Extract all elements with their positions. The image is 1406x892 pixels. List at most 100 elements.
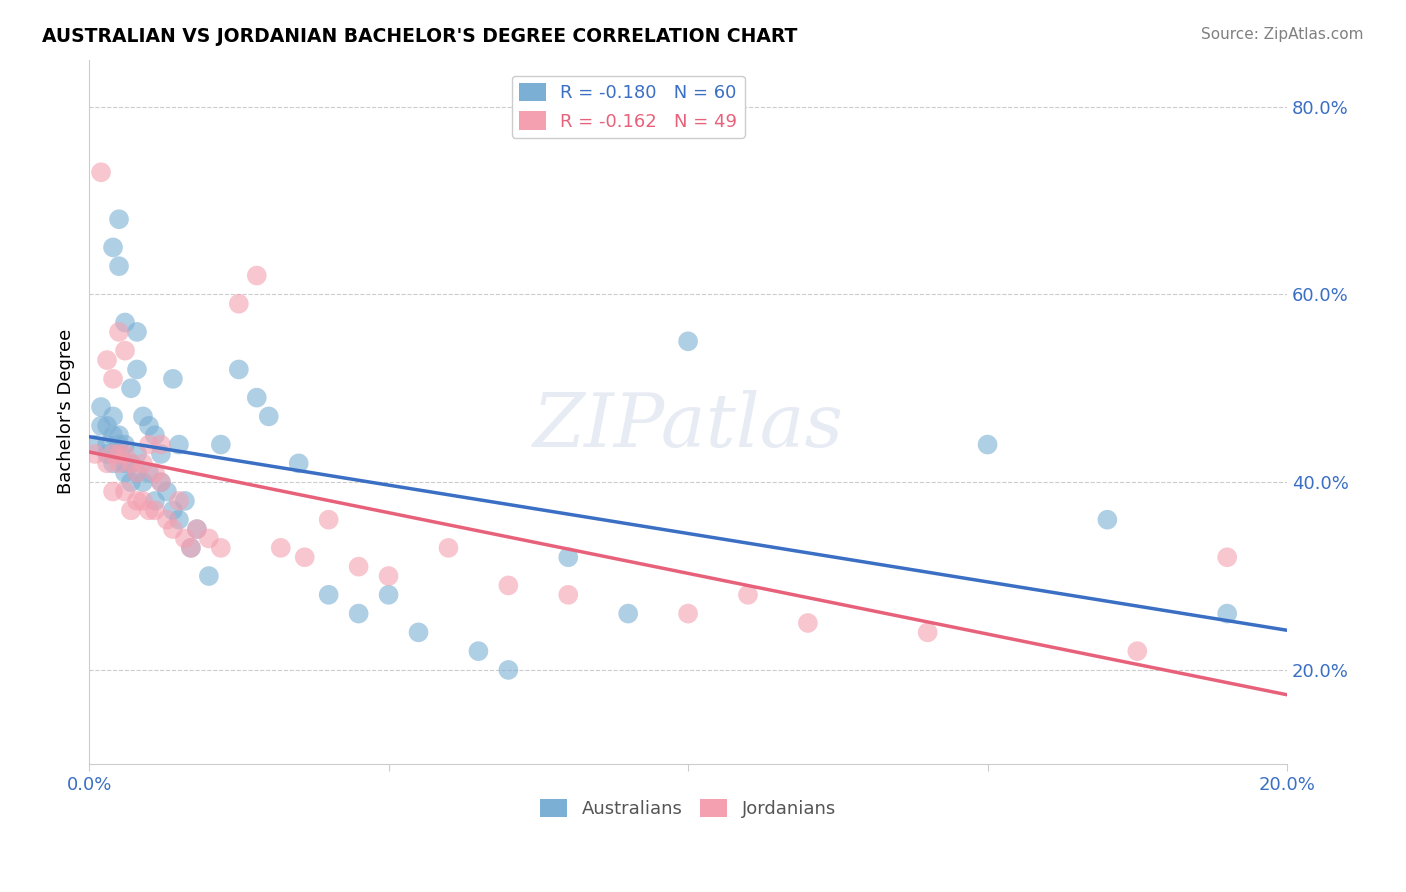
Point xyxy=(138,437,160,451)
Point xyxy=(167,437,190,451)
Point xyxy=(120,456,142,470)
Point xyxy=(114,437,136,451)
Point xyxy=(676,607,699,621)
Point xyxy=(132,409,155,424)
Legend: Australians, Jordanians: Australians, Jordanians xyxy=(533,791,844,825)
Point xyxy=(143,428,166,442)
Point xyxy=(108,428,131,442)
Point xyxy=(198,532,221,546)
Point xyxy=(186,522,208,536)
Point xyxy=(180,541,202,555)
Point xyxy=(96,353,118,368)
Point xyxy=(125,325,148,339)
Point xyxy=(186,522,208,536)
Point xyxy=(617,607,640,621)
Point xyxy=(976,437,998,451)
Point xyxy=(84,447,107,461)
Point xyxy=(143,503,166,517)
Point xyxy=(125,447,148,461)
Point xyxy=(377,569,399,583)
Point xyxy=(114,343,136,358)
Point xyxy=(132,456,155,470)
Point xyxy=(209,541,232,555)
Point xyxy=(132,494,155,508)
Point xyxy=(138,418,160,433)
Point xyxy=(149,437,172,451)
Y-axis label: Bachelor's Degree: Bachelor's Degree xyxy=(58,329,75,494)
Point xyxy=(143,466,166,480)
Point xyxy=(101,456,124,470)
Point xyxy=(90,418,112,433)
Point xyxy=(437,541,460,555)
Point xyxy=(138,503,160,517)
Point xyxy=(557,588,579,602)
Point xyxy=(318,513,340,527)
Point xyxy=(167,513,190,527)
Point xyxy=(318,588,340,602)
Point xyxy=(498,663,520,677)
Point xyxy=(1216,550,1239,565)
Point xyxy=(174,494,197,508)
Point xyxy=(377,588,399,602)
Point xyxy=(90,400,112,414)
Point xyxy=(120,475,142,490)
Point xyxy=(125,466,148,480)
Point xyxy=(174,532,197,546)
Point xyxy=(96,447,118,461)
Point xyxy=(467,644,489,658)
Point xyxy=(1097,513,1119,527)
Point xyxy=(108,212,131,227)
Point xyxy=(120,381,142,395)
Point xyxy=(149,447,172,461)
Point xyxy=(96,456,118,470)
Point xyxy=(797,615,820,630)
Point xyxy=(132,475,155,490)
Point xyxy=(90,165,112,179)
Point xyxy=(557,550,579,565)
Point xyxy=(347,559,370,574)
Point xyxy=(101,447,124,461)
Point xyxy=(156,513,179,527)
Point xyxy=(125,362,148,376)
Point xyxy=(294,550,316,565)
Point xyxy=(114,456,136,470)
Point xyxy=(347,607,370,621)
Point xyxy=(101,484,124,499)
Point xyxy=(737,588,759,602)
Point xyxy=(498,578,520,592)
Point xyxy=(209,437,232,451)
Point xyxy=(180,541,202,555)
Point xyxy=(96,418,118,433)
Point xyxy=(108,437,131,451)
Point xyxy=(228,362,250,376)
Point xyxy=(257,409,280,424)
Point xyxy=(114,447,136,461)
Point xyxy=(408,625,430,640)
Point xyxy=(125,494,148,508)
Point xyxy=(156,484,179,499)
Point xyxy=(246,268,269,283)
Point xyxy=(120,456,142,470)
Point xyxy=(84,437,107,451)
Point xyxy=(246,391,269,405)
Point xyxy=(162,372,184,386)
Text: ZIPatlas: ZIPatlas xyxy=(533,390,844,462)
Point xyxy=(108,447,131,461)
Point xyxy=(114,484,136,499)
Point xyxy=(1126,644,1149,658)
Point xyxy=(167,494,190,508)
Text: AUSTRALIAN VS JORDANIAN BACHELOR'S DEGREE CORRELATION CHART: AUSTRALIAN VS JORDANIAN BACHELOR'S DEGRE… xyxy=(42,27,797,45)
Point xyxy=(149,475,172,490)
Point xyxy=(114,466,136,480)
Point xyxy=(149,475,172,490)
Point xyxy=(287,456,309,470)
Point xyxy=(125,466,148,480)
Point xyxy=(101,409,124,424)
Point xyxy=(676,334,699,349)
Point xyxy=(138,466,160,480)
Point xyxy=(108,447,131,461)
Point xyxy=(101,240,124,254)
Point xyxy=(108,259,131,273)
Point xyxy=(108,456,131,470)
Point xyxy=(162,522,184,536)
